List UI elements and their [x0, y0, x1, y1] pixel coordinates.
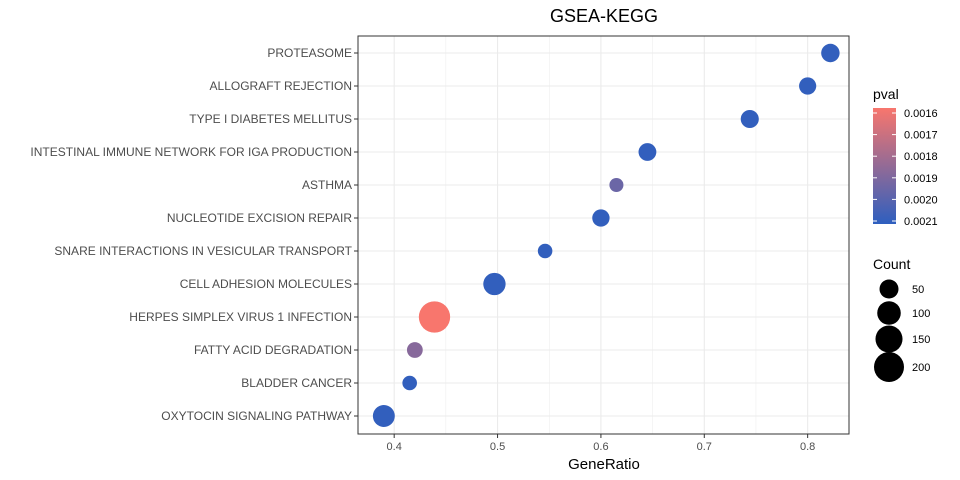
data-point	[406, 342, 423, 358]
colorbar-tick-label: 0.0018	[904, 151, 938, 163]
x-tick-label: 0.4	[387, 441, 402, 453]
y-tick-label: SNARE INTERACTIONS IN VESICULAR TRANSPOR…	[54, 244, 352, 258]
x-tick-label: 0.5	[490, 441, 505, 453]
count-legend-key	[877, 301, 901, 325]
y-tick-label: INTESTINAL IMMUNE NETWORK FOR IGA PRODUC…	[30, 145, 352, 159]
y-tick-label: CELL ADHESION MOLECULES	[180, 277, 352, 291]
y-tick-label: TYPE I DIABETES MELLITUS	[189, 112, 352, 126]
count-legend-label: 50	[912, 284, 924, 296]
data-point	[821, 43, 840, 63]
count-legend-key	[874, 352, 904, 382]
data-point	[638, 143, 657, 161]
data-point	[483, 272, 506, 296]
data-point	[592, 209, 610, 227]
x-tick-label: 0.6	[593, 441, 608, 453]
y-tick-label: ASTHMA	[302, 178, 352, 192]
data-point	[799, 77, 817, 95]
y-tick-label: BLADDER CANCER	[241, 376, 352, 390]
colorbar-tick-label: 0.0020	[904, 194, 938, 206]
data-points	[372, 43, 840, 427]
y-tick-label: HERPES SIMPLEX VIRUS 1 INFECTION	[129, 310, 352, 324]
y-axis-ticks: PROTEASOME ALLOGRAFT REJECTION TYPE I DIAB…	[30, 46, 358, 423]
data-point	[372, 405, 395, 427]
grid-lines	[358, 36, 849, 434]
count-legend: Count 50 100 150 200	[873, 256, 930, 382]
x-tick-label: 0.8	[800, 441, 815, 453]
plot-panel	[358, 36, 849, 434]
y-tick-label: PROTEASOME	[267, 46, 352, 60]
pval-legend-title: pval	[873, 86, 899, 102]
pval-legend: pval 0.0016 0.0017 0.0018 0.0019 0.0020 0.002…	[873, 86, 938, 228]
y-tick-label: NUCLEOTIDE EXCISION REPAIR	[167, 211, 352, 225]
x-axis-label: GeneRatio	[568, 456, 640, 473]
chart-title: GSEA-KEGG	[550, 6, 658, 26]
colorbar-tick-label: 0.0016	[904, 108, 938, 120]
data-point	[402, 375, 417, 391]
count-legend-key	[875, 325, 903, 353]
x-axis-ticks: 0.4 0.5 0.6 0.7 0.8	[387, 434, 815, 453]
data-point	[740, 109, 759, 129]
count-legend-key	[879, 279, 899, 299]
plot-panel-border	[357, 35, 850, 435]
y-tick-label: FATTY ACID DEGRADATION	[194, 343, 352, 357]
count-legend-label: 150	[912, 334, 930, 346]
count-legend-label: 200	[912, 362, 930, 374]
count-legend-label: 100	[912, 308, 930, 320]
colorbar-tick-label: 0.0017	[904, 130, 938, 142]
colorbar-tick-label: 0.0019	[904, 173, 938, 185]
data-point	[537, 243, 553, 259]
y-tick-label: OXYTOCIN SIGNALING PATHWAY	[161, 409, 352, 423]
data-point	[609, 177, 624, 193]
pval-colorbar	[873, 108, 896, 224]
colorbar-tick-label: 0.0021	[904, 216, 938, 228]
y-tick-label: ALLOGRAFT REJECTION	[210, 79, 352, 93]
data-point	[418, 301, 451, 333]
x-tick-label: 0.7	[697, 441, 712, 453]
count-legend-title: Count	[873, 256, 910, 272]
